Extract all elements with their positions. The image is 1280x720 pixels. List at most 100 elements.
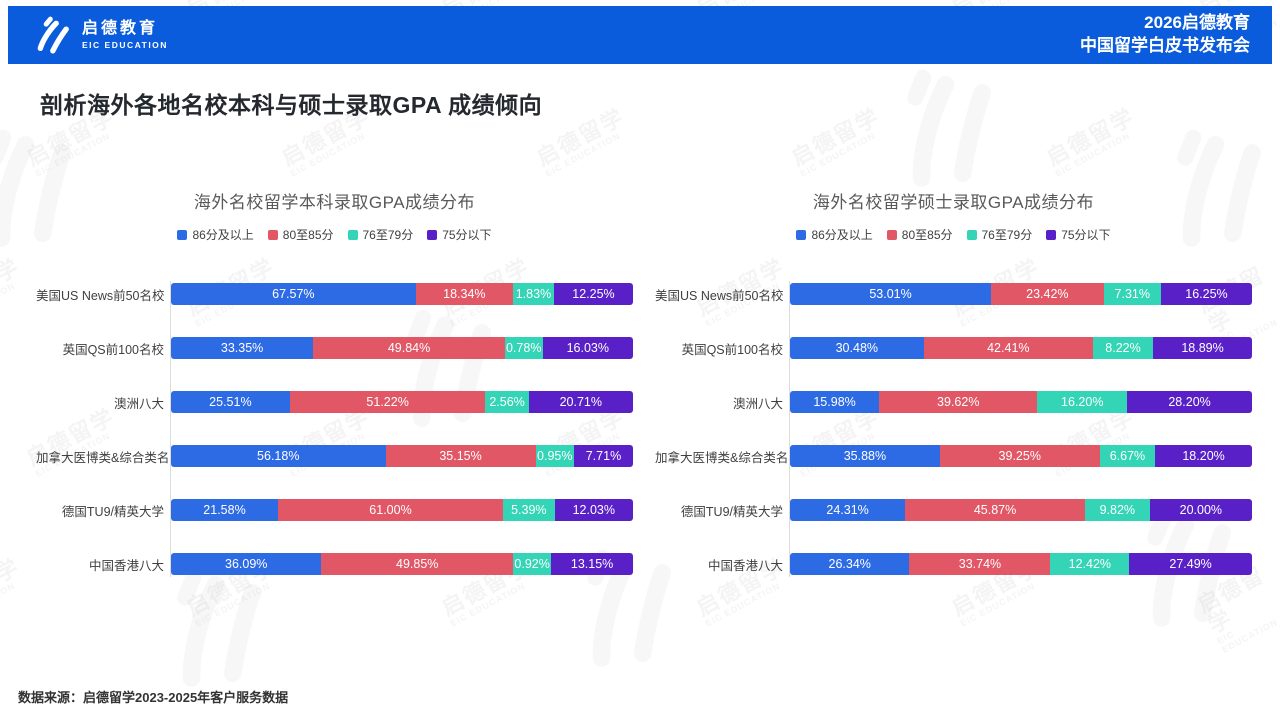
legend-label: 80至85分	[282, 228, 334, 242]
legend-swatch-icon	[427, 229, 438, 240]
bar-segment: 45.87%	[905, 499, 1085, 521]
legend: 86分及以上 80至85分 76至79分 75分以下	[36, 226, 633, 243]
segment-value: 7.71%	[585, 449, 622, 463]
segment-value: 35.88%	[843, 449, 887, 463]
segment-value: 49.84%	[387, 341, 431, 355]
bar-segment: 20.71%	[528, 391, 633, 413]
category-label: 德国TU9/精英大学	[680, 504, 783, 519]
bar-track: 35.88% 39.25% 6.67% 18.20%	[790, 445, 1253, 467]
eic-logo-icon	[37, 16, 69, 54]
chart-master-gpa: 海外名校留学硕士录取GPA成绩分布 86分及以上 80至85分 76至79分 75分以…	[655, 188, 1253, 591]
bar-segment: 49.84%	[313, 337, 505, 359]
data-source: 数据来源：启德留学2023-2025年客户服务数据	[18, 690, 289, 705]
bar-segment: 12.42%	[1050, 553, 1130, 575]
segment-value: 12.42%	[1068, 557, 1112, 571]
segment-value: 5.39%	[511, 503, 547, 517]
category-label: 英国QS前100名校	[681, 342, 783, 357]
bar-row: 中国香港八大 26.34% 33.74% 12.42% 27.49%	[655, 537, 1252, 591]
bar-segment: 30.48%	[790, 337, 924, 359]
bar-segment: 42.41%	[923, 337, 1093, 359]
bar-segment: 27.49%	[1129, 553, 1252, 575]
legend-item: 75分以下	[1046, 226, 1111, 243]
category-label: 澳洲八大	[732, 396, 783, 411]
segment-value: 18.89%	[1181, 341, 1224, 355]
charts-area: 海外名校留学本科录取GPA成绩分布 86分及以上 80至85分 76至79分 75分以…	[0, 188, 1280, 591]
segment-value: 8.22%	[1105, 341, 1141, 355]
bar-segment: 33.74%	[909, 553, 1051, 575]
segment-value: 49.85%	[396, 557, 439, 571]
event-title: 2026启德教育 中国留学白皮书发布会	[1080, 12, 1250, 58]
bar-segment: 18.89%	[1153, 337, 1252, 359]
legend-label: 75分以下	[1061, 228, 1111, 242]
bar-row: 美国US News前50名校 53.01% 23.42% 7.31% 16.25%	[655, 267, 1252, 321]
bar-row: 加拿大医博类&综合类名校 35.88% 39.25% 6.67% 18.20%	[655, 429, 1253, 483]
legend-swatch-icon	[177, 229, 188, 240]
bar-row: 加拿大医博类&综合类名校 56.18% 35.15% 0.95% 7.71%	[36, 429, 633, 483]
segment-value: 67.57%	[272, 287, 315, 301]
segment-value: 1.83%	[515, 287, 552, 301]
category-label: 澳洲八大	[113, 396, 164, 411]
bar-track: 33.35% 49.84% 0.78% 16.03%	[171, 337, 633, 359]
bar-segment: 0.92%	[513, 553, 552, 575]
segment-value: 13.15%	[570, 557, 614, 571]
segment-value: 12.25%	[572, 287, 615, 301]
segment-value: 45.87%	[973, 503, 1017, 517]
bar-track: 21.58% 61.00% 5.39% 12.03%	[171, 499, 634, 521]
segment-value: 16.20%	[1061, 395, 1104, 409]
legend-item: 76至79分	[966, 226, 1032, 243]
segment-value: 30.48%	[835, 341, 879, 355]
bar-segment: 39.62%	[879, 391, 1038, 413]
category-label: 英国QS前100名校	[62, 342, 164, 357]
legend-label: 86分及以上	[811, 228, 873, 242]
segment-value: 61.00%	[369, 503, 412, 517]
legend-label: 75分以下	[442, 228, 492, 242]
bar-segment: 28.20%	[1127, 391, 1252, 413]
segment-value: 6.67%	[1109, 449, 1146, 463]
segment-value: 0.78%	[505, 341, 542, 355]
bar-row: 英国QS前100名校 33.35% 49.84% 0.78% 16.03%	[36, 321, 633, 375]
watermark-en: EIC EDUCATION	[1215, 617, 1280, 655]
bar-segment: 26.34%	[790, 553, 910, 575]
segment-value: 18.34%	[443, 287, 486, 301]
bar-segment: 20.00%	[1149, 499, 1252, 521]
category-label: 中国香港八大	[88, 558, 164, 573]
segment-value: 9.82%	[1099, 503, 1136, 517]
bar-segment: 25.51%	[171, 391, 290, 413]
segment-value: 25.51%	[209, 395, 252, 409]
bar-segment: 35.88%	[790, 445, 940, 467]
segment-value: 36.09%	[225, 557, 268, 571]
bar-track: 26.34% 33.74% 12.42% 27.49%	[790, 553, 1252, 575]
segment-value: 39.25%	[998, 449, 1041, 463]
segment-value: 56.18%	[257, 449, 300, 463]
bar-segment: 9.82%	[1084, 499, 1150, 521]
bar-segment: 49.85%	[321, 553, 514, 575]
bar-track: 24.31% 45.87% 9.82% 20.00%	[790, 499, 1252, 521]
bar-segment: 23.42%	[991, 283, 1104, 305]
bar-segment: 51.22%	[289, 391, 486, 413]
segment-value: 39.62%	[937, 395, 980, 409]
plot: 美国US News前50名校 53.01% 23.42% 7.31% 16.25% 英国Q…	[655, 267, 1253, 591]
bar-segment: 36.09%	[171, 553, 322, 575]
segment-value: 20.71%	[559, 395, 602, 409]
event-title-line2: 中国留学白皮书发布会	[1080, 36, 1250, 55]
bar-segment: 18.20%	[1155, 445, 1253, 467]
segment-value: 27.49%	[1169, 557, 1212, 571]
event-title-line1: 2026启德教育	[1144, 13, 1250, 33]
bar-segment: 35.15%	[385, 445, 536, 467]
bar-segment: 7.31%	[1103, 283, 1161, 305]
brand-name-cn: 启德教育	[82, 19, 159, 37]
category-label: 加拿大医博类&综合类名校	[36, 450, 182, 465]
bar-segment: 24.31%	[790, 499, 906, 521]
segment-value: 33.74%	[958, 557, 1002, 571]
legend-item: 80至85分	[267, 226, 334, 243]
segment-value: 28.20%	[1168, 395, 1211, 409]
bar-segment: 61.00%	[278, 499, 503, 521]
category-label: 德国TU9/精英大学	[61, 504, 164, 519]
bar-track: 25.51% 51.22% 2.56% 20.71%	[171, 391, 633, 413]
